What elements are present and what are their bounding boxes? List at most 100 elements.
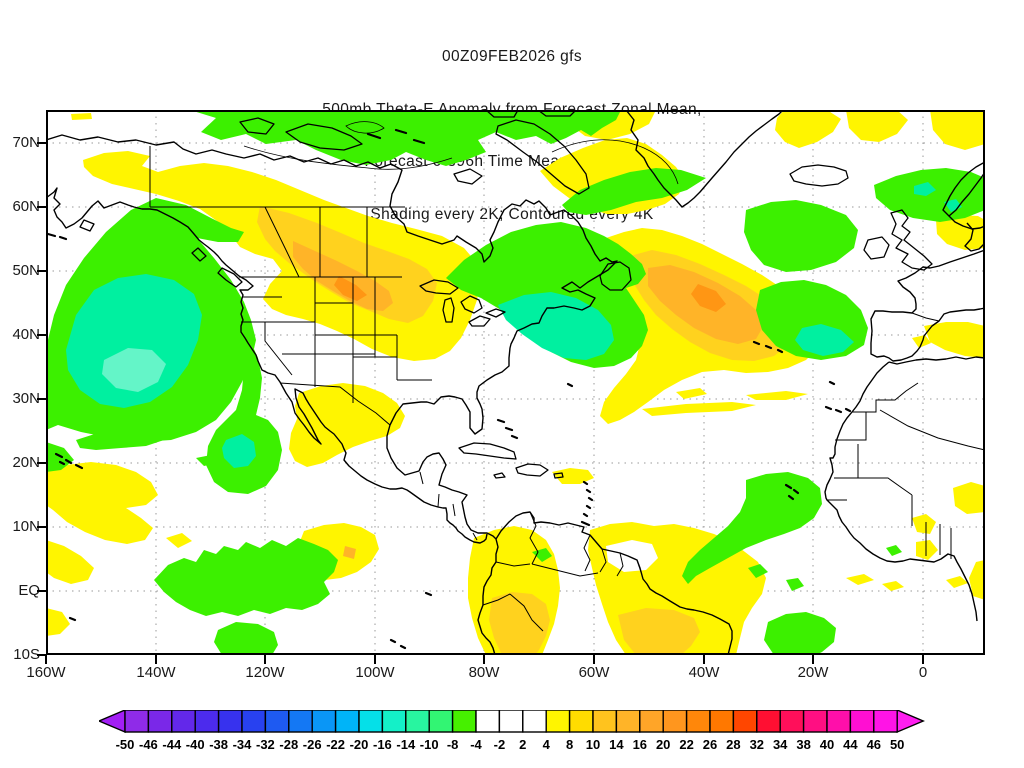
shade-yellow-mexico — [289, 383, 405, 467]
colorbar-segment — [873, 710, 898, 733]
contour-baffin — [551, 139, 679, 185]
colorbar-segment — [662, 710, 688, 733]
coast-west-northamerica — [46, 187, 488, 544]
coast-denmark — [964, 222, 985, 252]
colorbar-segment — [428, 710, 454, 733]
border-mauritania-mali — [834, 444, 859, 479]
coast-africa-atlantic — [824, 361, 978, 622]
shade-green-cv-bit-2 — [786, 578, 804, 591]
specks-south-pacific — [68, 616, 407, 650]
shade-deep-atlantic-spot — [691, 284, 726, 312]
lon-tick — [483, 655, 485, 664]
shade-yellow-pacific-1 — [46, 462, 158, 544]
shade-gold-brazil-core — [618, 608, 700, 655]
island-queen-charlotte — [191, 247, 207, 262]
colorbar-segment — [334, 710, 360, 733]
colorbar-segment — [545, 710, 571, 733]
shade-gold-prairie-core — [257, 206, 437, 323]
colorbar-segment — [779, 710, 805, 733]
colorbar-segment — [147, 710, 173, 733]
shade-aqua-gulf-of-alaska-core — [66, 274, 202, 408]
colorbar-label--22: -22 — [326, 737, 345, 752]
border-venezuela-guyana — [583, 534, 591, 572]
shade-deep-prairie-spot — [334, 276, 367, 301]
border-mali-south — [858, 477, 913, 496]
map-border — [46, 110, 985, 655]
colorbar-label--32: -32 — [256, 737, 275, 752]
colorbar-label-38: 38 — [796, 737, 810, 752]
colorbar-segment — [124, 710, 150, 733]
lake-superior — [419, 279, 459, 295]
border-bc-ab — [264, 206, 300, 278]
colorbar-label-28: 28 — [726, 737, 740, 752]
shade-yellow-pacific-4 — [166, 533, 192, 548]
shade-yellow-africa-coast-1 — [912, 514, 936, 534]
lat-tick — [37, 462, 46, 464]
colorbar-segment — [241, 710, 267, 733]
lat-tick — [37, 526, 46, 528]
lon-label-40W: 40W — [688, 664, 720, 681]
border-colombia-venezuela — [529, 511, 539, 565]
lon-label-100W: 100W — [355, 664, 395, 681]
shade-yellow-africa-dash-1 — [846, 574, 874, 585]
colorbar-label-8: 8 — [566, 737, 573, 752]
colorbar-label-50: 50 — [890, 737, 904, 752]
colorbar-label--4: -4 — [470, 737, 482, 752]
island-ellesmere — [537, 110, 577, 117]
shade-orange-prairie-core — [293, 241, 393, 311]
coast-skagerrak — [948, 215, 985, 230]
colorbar-label-46: 46 — [867, 737, 881, 752]
border-guatemala — [419, 471, 424, 485]
map-canvas — [46, 110, 985, 655]
contour-arctic-1 — [243, 145, 453, 170]
colorbar-segment — [194, 710, 220, 733]
lat-tick — [37, 654, 46, 656]
colorbar-segment — [311, 710, 337, 733]
lat-tick — [37, 590, 46, 592]
colorbar-segment — [849, 710, 875, 733]
colorbar-segment — [709, 710, 735, 733]
shade-green-venezuela-spot — [532, 548, 552, 562]
shade-yellow-ne-corner — [930, 110, 985, 150]
islands-aleutians — [46, 232, 68, 241]
colorbar-segment — [264, 710, 290, 733]
island-newfoundland — [599, 261, 632, 291]
shade-yellow-pacific-3 — [46, 608, 70, 636]
colorbar-label--20: -20 — [350, 737, 369, 752]
shade-green-south-of-iceland — [744, 200, 858, 272]
border-pyrenees — [911, 312, 940, 322]
shade-green-hawaii-dash — [196, 454, 222, 466]
island-britain — [890, 209, 933, 271]
shade-white-venezuela-hole — [606, 540, 658, 572]
island-bermuda — [566, 382, 574, 388]
border-mali-algeria-niger — [879, 409, 985, 451]
border-state-ca-nv — [264, 322, 293, 376]
lat-label-40N: 40N — [12, 326, 40, 343]
colorbar-label--26: -26 — [303, 737, 322, 752]
lat-label-10N: 10N — [12, 518, 40, 535]
island-iceland — [789, 164, 849, 187]
lat-label-50N: 50N — [12, 262, 40, 279]
contour-arctic-loop — [345, 121, 385, 134]
shade-yellow-pacific-2 — [46, 540, 94, 584]
lat-tick — [37, 334, 46, 336]
islands-antilles — [580, 480, 594, 527]
colorbar-label-22: 22 — [679, 737, 693, 752]
colorbar-segment — [615, 710, 641, 733]
shade-green-davis-strait — [562, 168, 706, 215]
border-guiana-brazil — [636, 559, 642, 573]
colorbar-label-10: 10 — [586, 737, 600, 752]
shade-aqua-norway-1 — [914, 182, 936, 196]
shade-aqua-baja-core — [222, 434, 256, 468]
island-banks — [239, 117, 275, 135]
coast-greenland — [625, 110, 784, 208]
shade-yellow-atl-streak-1 — [676, 388, 707, 399]
colorbar-label--50: -50 — [116, 737, 135, 752]
colorbar-label--28: -28 — [279, 737, 298, 752]
lat-label-20N: 20N — [12, 454, 40, 471]
colorbar-label-40: 40 — [820, 737, 834, 752]
lon-tick — [155, 655, 157, 664]
lon-label-160W: 160W — [26, 664, 66, 681]
colorbar-segment — [498, 710, 524, 733]
title-line-1: 00Z09FEB2026 gfs — [442, 48, 582, 65]
